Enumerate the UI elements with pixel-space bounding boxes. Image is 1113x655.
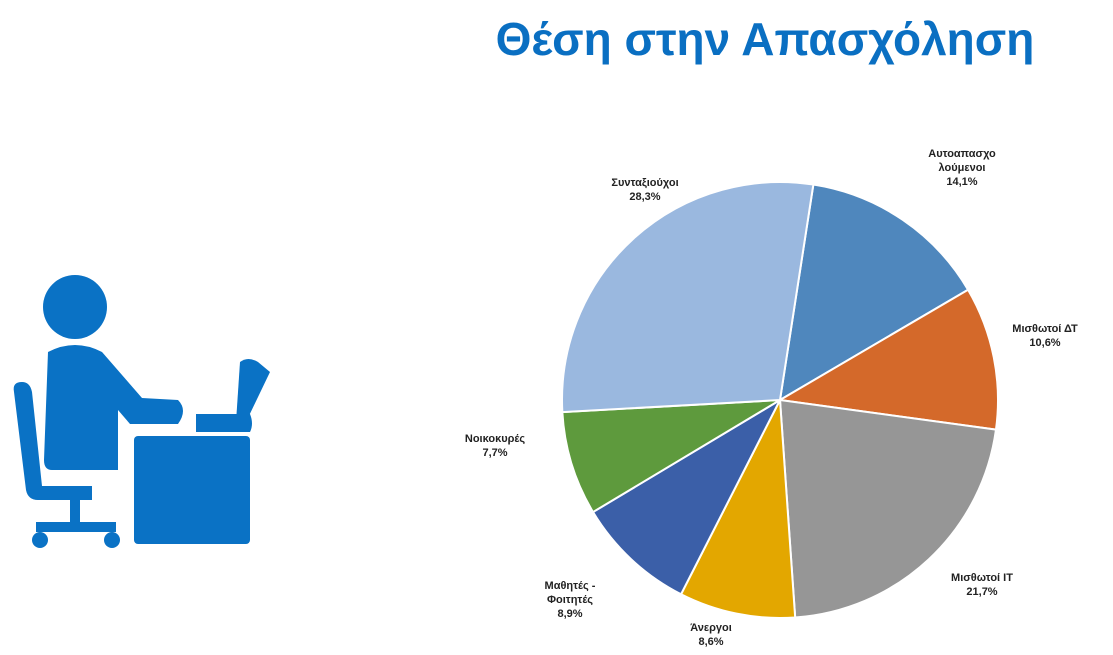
pie-slice xyxy=(591,397,783,596)
slice-value: 14,1% xyxy=(946,176,978,188)
slice-label: Αυτοαπασχο λούμενοι 14,1% xyxy=(928,147,996,189)
slice-name: Άνεργοι xyxy=(690,622,732,634)
pie-slice xyxy=(778,398,998,619)
slice-value: 28,3% xyxy=(629,191,661,203)
slice-name: Συνταξιούχοι xyxy=(611,177,679,189)
slice-label: Νοικοκυρές 7,7% xyxy=(465,432,525,460)
pie-slice xyxy=(679,396,797,619)
pie-slice xyxy=(561,181,815,414)
slice-value: 7,7% xyxy=(482,447,508,459)
slice-label: Μαθητές - Φοιτητές 8,9% xyxy=(545,579,596,621)
slice-label: Μισθωτοί ΙΤ 21,7% xyxy=(951,571,1013,599)
desk-icon xyxy=(13,275,270,548)
slice-name: Μαθητές - Φοιτητές xyxy=(544,580,596,606)
chart-title: Θέση στην Απασχόληση xyxy=(495,13,1035,65)
slice-name: Νοικοκυρές xyxy=(464,433,526,445)
pie-slice xyxy=(778,183,970,402)
slice-label: Μισθωτοί ΔΤ 10,6% xyxy=(1012,322,1077,350)
slice-name: Μισθωτοί ΙΤ xyxy=(951,572,1013,584)
slice-name: Αυτοαπασχο λούμενοι xyxy=(928,148,996,174)
slice-value: 8,6% xyxy=(698,636,724,648)
pie-slice xyxy=(777,288,999,431)
slice-label: Άνεργοι 8,6% xyxy=(690,621,732,649)
slice-value: 8,9% xyxy=(557,608,583,620)
slice-label: Συνταξιούχοι 28,3% xyxy=(611,176,678,204)
slice-value: 10,6% xyxy=(1029,337,1061,349)
pie-slice xyxy=(561,399,781,514)
slice-name: Μισθωτοί ΔΤ xyxy=(1012,323,1078,335)
slice-value: 21,7% xyxy=(966,586,998,598)
